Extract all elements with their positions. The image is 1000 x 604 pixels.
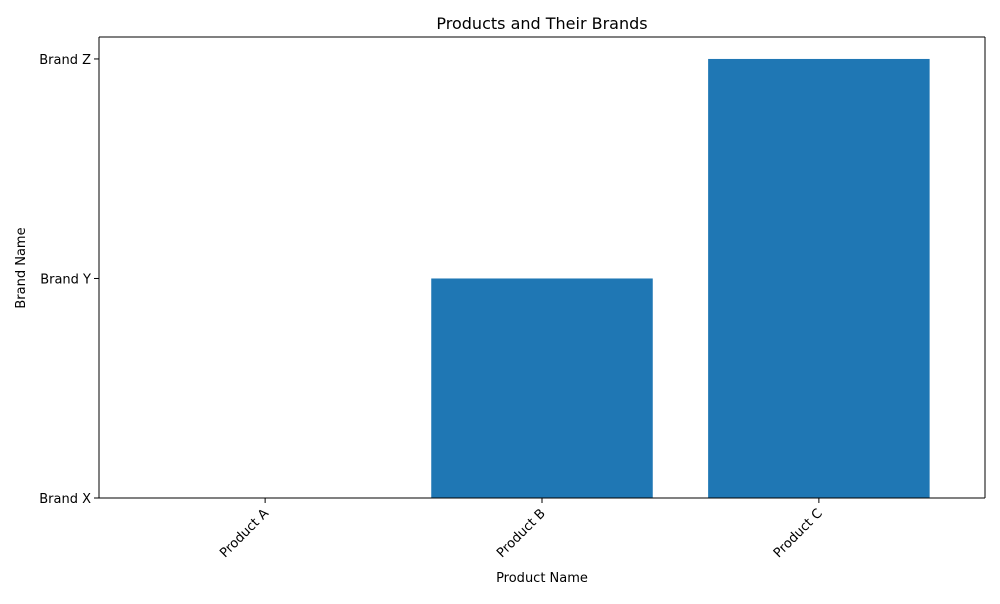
chart-title: Products and Their Brands xyxy=(436,14,647,33)
y-tick-label: Brand Z xyxy=(39,53,91,68)
y-tick-label: Brand X xyxy=(39,492,91,507)
bar-product-c xyxy=(708,58,930,498)
bar-product-b xyxy=(431,278,653,498)
x-tick-label: Product B xyxy=(494,506,549,561)
y-axis-label: Brand Name xyxy=(14,227,29,308)
x-tick-label: Product A xyxy=(217,506,272,561)
x-tick-label: Product C xyxy=(771,506,826,561)
bars-group xyxy=(431,58,930,498)
x-axis-label: Product Name xyxy=(496,571,588,586)
y-tick-label: Brand Y xyxy=(40,272,91,287)
